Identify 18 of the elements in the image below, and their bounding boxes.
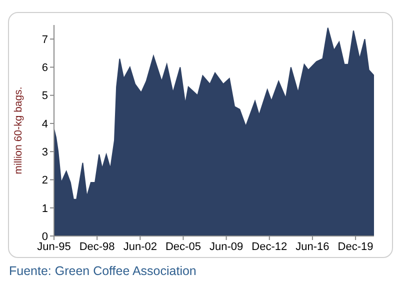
x-tick-label: Jun-02 [123, 240, 157, 253]
x-tick-label: Dec-19 [338, 240, 374, 253]
y-tick-label: 4 [42, 118, 48, 130]
y-tick-label: 6 [42, 62, 48, 74]
x-tick-label: Dec-12 [252, 240, 288, 253]
y-axis-title: million 60-kg bags. [12, 86, 25, 174]
x-tick-label: Dec-05 [165, 240, 201, 253]
x-tick-label: Dec-98 [79, 240, 115, 253]
y-tick-label: 7 [42, 34, 48, 46]
y-tick-label: 5 [42, 90, 48, 102]
x-tick-label: Jun-09 [209, 240, 244, 253]
source-note: Fuente: Green Coffee Association [9, 264, 196, 278]
y-tick-label: 3 [42, 146, 48, 159]
y-tick-label: 0 [42, 230, 48, 243]
y-tick-label: 1 [42, 202, 48, 215]
x-tick-label: Jun-16 [296, 240, 330, 253]
x-tick-label: Jun-95 [37, 240, 71, 253]
y-tick-label: 2 [42, 174, 48, 187]
